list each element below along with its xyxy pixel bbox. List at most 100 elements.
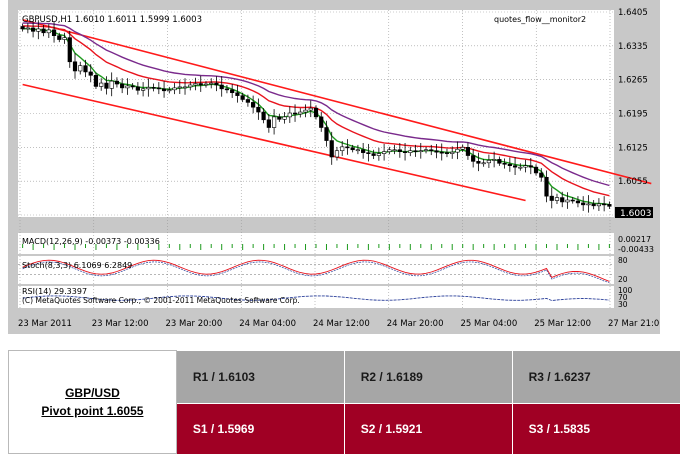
candle-body — [528, 165, 533, 168]
candle — [156, 82, 161, 95]
channel-line-lower — [22, 83, 526, 202]
candle-body — [366, 152, 371, 154]
stoch-label: Stoch(8,3,3) 6.1069 6.2849 — [22, 261, 132, 270]
candle-body — [188, 84, 193, 88]
candle — [266, 113, 271, 133]
candle — [57, 32, 62, 43]
candle — [329, 131, 334, 165]
candle — [602, 196, 607, 212]
candle-body — [423, 149, 429, 152]
candle-body — [209, 82, 214, 85]
stoch-tick-label: 20 — [618, 275, 628, 284]
candle-body — [198, 83, 203, 86]
candle-body — [303, 109, 308, 113]
candle — [298, 108, 303, 118]
candle — [591, 200, 596, 210]
candle-body — [182, 86, 188, 89]
candle-body — [214, 82, 219, 86]
time-tick-label: 24 Mar 20:00 — [387, 319, 444, 329]
candle — [30, 21, 36, 38]
candle — [151, 83, 156, 92]
candle-body — [177, 86, 182, 89]
current-price-label: 1.6003 — [620, 209, 652, 219]
candle-body — [46, 29, 51, 34]
channel-line-upper — [22, 18, 652, 185]
candle-body — [476, 161, 481, 164]
candle-body — [83, 65, 88, 73]
candle-body — [125, 85, 130, 89]
candle-body — [292, 112, 298, 115]
candle — [36, 20, 41, 40]
candle-body — [287, 112, 292, 118]
candle — [402, 142, 408, 161]
candle — [423, 146, 429, 154]
candle — [72, 53, 78, 79]
candle-body — [497, 159, 502, 164]
candle-body — [203, 83, 209, 86]
candle — [518, 163, 523, 171]
candle — [83, 59, 88, 78]
candle — [324, 120, 329, 147]
candle — [99, 78, 104, 91]
candle — [450, 146, 455, 159]
candle — [434, 143, 439, 159]
candle-body — [518, 166, 523, 169]
candle-body — [324, 127, 329, 141]
price-tick-label: 1.6405 — [618, 8, 648, 18]
price-tick-label: 1.6195 — [618, 110, 648, 120]
candle — [502, 158, 507, 169]
candle — [41, 25, 46, 37]
candle-body — [450, 151, 455, 154]
candle-body — [439, 151, 444, 154]
candle-body — [266, 119, 271, 128]
candle-body — [544, 177, 549, 197]
pivot-point: Pivot point 1.6055 — [41, 404, 144, 418]
candle-body — [30, 27, 36, 32]
candle — [277, 113, 282, 122]
candle-body — [36, 28, 41, 32]
candle — [224, 84, 230, 94]
candle-body — [382, 151, 387, 154]
candle-body — [554, 197, 560, 201]
candle — [533, 164, 539, 176]
candle — [376, 147, 381, 161]
candle-body — [392, 149, 397, 152]
candle-body — [602, 203, 607, 206]
candle — [319, 112, 324, 132]
candle — [261, 108, 266, 124]
candle-body — [141, 88, 146, 91]
candle — [392, 144, 397, 155]
candle — [408, 146, 413, 157]
candle — [135, 82, 140, 95]
candle — [219, 76, 224, 97]
candle — [303, 104, 308, 118]
resistance-2: R2 / 1.6189 — [343, 350, 513, 403]
candle-body — [78, 65, 83, 72]
candle-body — [596, 203, 602, 207]
time-tick-label: 25 Mar 04:00 — [461, 319, 518, 329]
candle — [51, 22, 57, 43]
candle — [523, 159, 528, 173]
candle — [214, 76, 219, 92]
candle-body — [99, 82, 104, 87]
candle-body — [313, 107, 319, 118]
candle — [177, 80, 182, 94]
candle — [570, 197, 575, 204]
candle-body — [240, 95, 245, 100]
candle — [596, 198, 602, 212]
candle-body — [486, 160, 491, 164]
candle — [460, 144, 465, 152]
candle — [471, 148, 476, 168]
candle — [251, 95, 256, 114]
stoch-main-line — [22, 259, 610, 282]
candle-body — [361, 149, 366, 153]
candle — [581, 196, 586, 211]
candle-body — [51, 29, 57, 36]
candle — [193, 77, 198, 91]
candle-body — [261, 111, 266, 121]
time-tick-label: 23 Mar 12:00 — [92, 319, 149, 329]
candle — [182, 78, 188, 95]
candle-body — [167, 89, 172, 92]
candle-body — [67, 37, 72, 63]
support-1: S1 / 1.5969 — [175, 402, 345, 454]
